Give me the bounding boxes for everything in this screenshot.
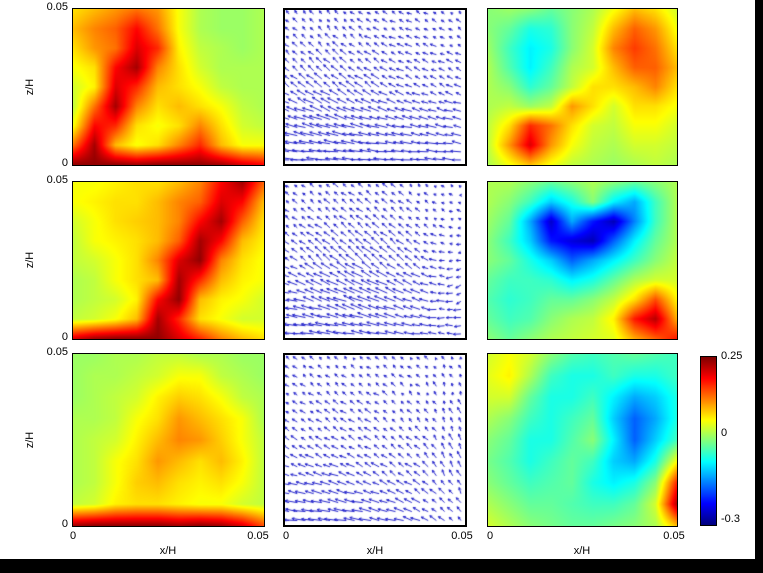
plot-r1c2-quiver (283, 8, 467, 166)
xlabel-col3: x/H (573, 545, 591, 557)
xtick-c2-right: 0.05 (451, 530, 473, 542)
ylabel-row2: z/H (24, 251, 36, 269)
colorbar-gradient (701, 357, 716, 525)
plot-r2c2-quiver (283, 181, 467, 340)
plot-r2c1-contour (72, 181, 265, 340)
quiver-canvas-r3c2 (285, 355, 465, 525)
ytick-r2-bottom: 0 (61, 331, 68, 343)
screenshot-right-border (755, 0, 763, 573)
xtick-c1-right: 0.05 (247, 530, 269, 542)
plot-r3c3-contour (487, 353, 678, 527)
ytick-r2-top: 0.05 (46, 174, 68, 186)
plot-r1c1-contour (72, 8, 265, 166)
colorbar-tick-top: 0.25 (721, 350, 743, 362)
colorbar-tick-mid: 0 (721, 427, 728, 439)
quiver-canvas-r2c2 (285, 183, 465, 338)
ylabel-row3: z/H (24, 431, 36, 449)
ytick-r3-bottom: 0 (61, 518, 68, 530)
plot-r3c2-quiver (283, 353, 467, 527)
ylabel-row1: z/H (24, 78, 36, 96)
heatmap-canvas-r3c3 (488, 354, 677, 526)
heatmap-canvas-r3c1 (73, 354, 264, 526)
xtick-c3-right: 0.05 (663, 530, 685, 542)
colorbar (700, 356, 717, 526)
plot-r3c1-contour (72, 353, 265, 527)
colorbar-tick-bottom: -0.3 (721, 513, 740, 525)
screenshot-bottom-border (0, 559, 763, 573)
ytick-r3-top: 0.05 (46, 346, 68, 358)
plot-r2c3-contour (487, 181, 678, 340)
heatmap-canvas-r1c1 (73, 9, 264, 165)
ytick-r1-top: 0.05 (46, 1, 68, 13)
heatmap-canvas-r2c1 (73, 182, 264, 339)
xtick-c2-left: 0 (282, 530, 290, 542)
ytick-r1-bottom: 0 (61, 157, 68, 169)
xlabel-col1: x/H (159, 545, 177, 557)
xtick-c1-left: 0 (69, 530, 77, 542)
quiver-canvas-r1c2 (285, 10, 465, 164)
heatmap-canvas-r1c3 (488, 9, 677, 165)
xtick-c3-left: 0 (486, 530, 494, 542)
plot-r1c3-contour (487, 8, 678, 166)
xlabel-col2: x/H (366, 545, 384, 557)
heatmap-canvas-r2c3 (488, 182, 677, 339)
